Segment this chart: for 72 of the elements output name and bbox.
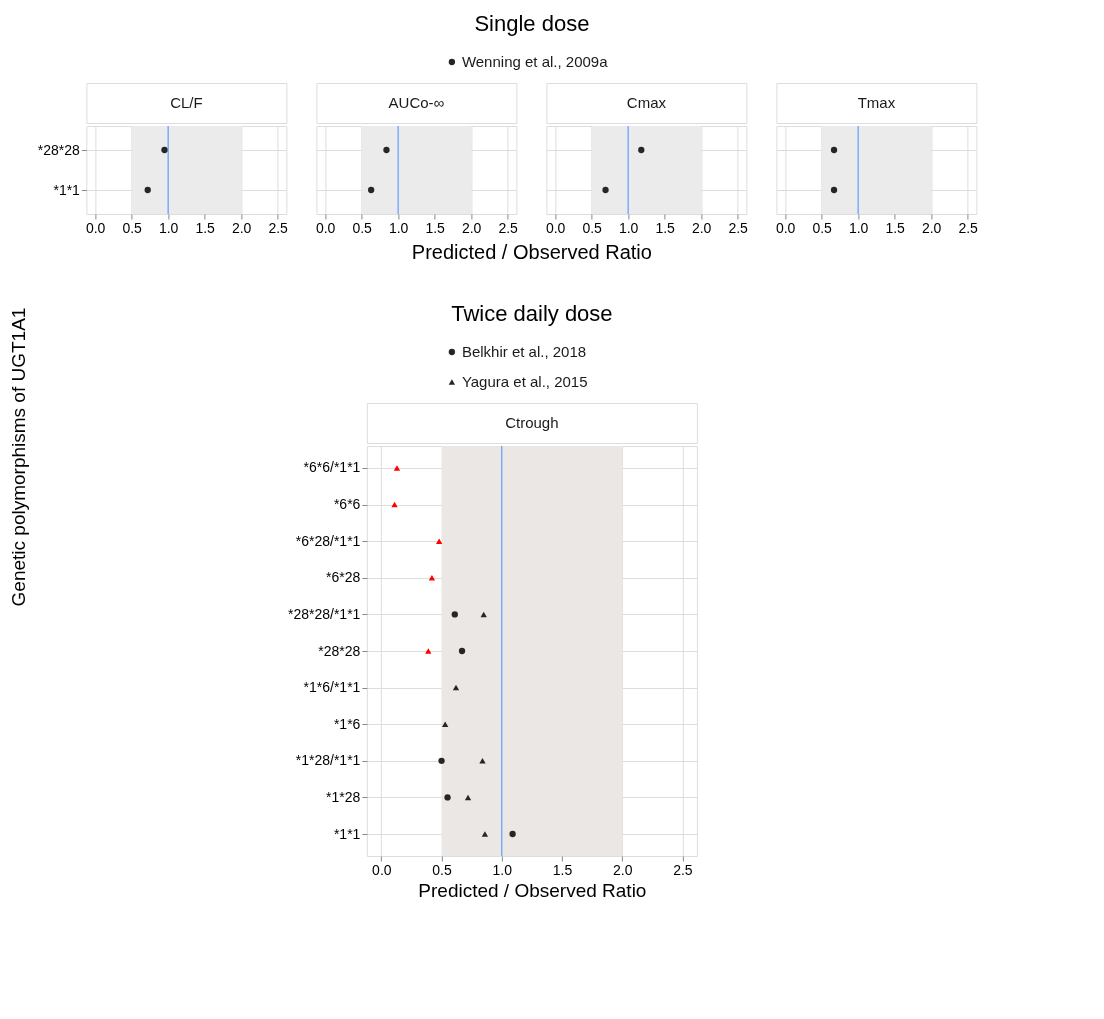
y-tick-label: *1*1 bbox=[53, 181, 81, 198]
x-tick-label: 0.0 bbox=[372, 861, 392, 878]
x-tick-label: 1.0 bbox=[158, 219, 179, 236]
point bbox=[509, 830, 516, 838]
legend-label: Belkhir et al., 2018 bbox=[461, 343, 587, 360]
point bbox=[458, 647, 466, 655]
y-tick-label: *28*28/*1*1 bbox=[287, 605, 361, 622]
point bbox=[391, 501, 398, 508]
point bbox=[442, 721, 449, 727]
chart-title: Cmax bbox=[626, 94, 667, 111]
x-tick-label: 2.5 bbox=[728, 219, 749, 236]
x-tick-label: 1.5 bbox=[655, 219, 676, 236]
point bbox=[480, 611, 487, 618]
point bbox=[428, 575, 436, 581]
point bbox=[479, 758, 486, 764]
x-tick-label: 1.5 bbox=[552, 861, 573, 878]
x-tick-label: 2.0 bbox=[461, 219, 482, 236]
chart-title: AUCo-∞ bbox=[388, 94, 445, 111]
y-tick-label: *6*6 bbox=[333, 496, 361, 513]
x-tick-label: 0.5 bbox=[432, 861, 452, 878]
x-tick-label: 2.5 bbox=[498, 219, 519, 236]
point bbox=[451, 611, 458, 618]
y-tick-label: *28*28 bbox=[318, 642, 361, 659]
y-tick-label: *6*28/*1*1 bbox=[295, 532, 361, 549]
x-tick-label: 1.5 bbox=[885, 219, 906, 236]
x-tick-label: 0.0 bbox=[315, 219, 336, 236]
y-tick-label: *1*6/*1*1 bbox=[303, 679, 361, 696]
x-tick-label: 0.5 bbox=[582, 219, 603, 236]
point bbox=[452, 684, 460, 691]
point bbox=[481, 831, 489, 837]
x-tick-label: 0.5 bbox=[352, 219, 373, 236]
x-axis-title: Predicted / Observed Ratio bbox=[411, 241, 652, 263]
x-tick-label: 2.0 bbox=[691, 219, 712, 236]
x-tick-label: 1.0 bbox=[388, 219, 409, 236]
x-tick-label: 2.5 bbox=[268, 219, 289, 236]
y-tick-label: *1*6 bbox=[333, 715, 361, 732]
point bbox=[464, 794, 472, 801]
y-tick-label: *1*1 bbox=[333, 825, 361, 842]
x-axis-title: Predicted / Observed Ratio bbox=[418, 879, 647, 901]
chart-title: CL/F bbox=[170, 94, 203, 111]
x-tick-label: 0.5 bbox=[122, 219, 143, 236]
x-tick-label: 2.5 bbox=[673, 861, 693, 878]
y-axis-title: Genetic polymorphisms of UGT1A1 bbox=[8, 307, 29, 607]
point bbox=[438, 757, 445, 764]
x-tick-label: 2.0 bbox=[921, 219, 942, 236]
y-tick-label: *1*28 bbox=[326, 788, 361, 805]
y-tick-label: *6*6/*1*1 bbox=[303, 459, 361, 476]
y-tick-label: *28*28 bbox=[37, 141, 81, 158]
point bbox=[435, 538, 443, 544]
x-tick-label: 1.0 bbox=[492, 861, 513, 878]
chart-title: Tmax bbox=[857, 94, 896, 111]
chart-title: Ctrough bbox=[505, 414, 559, 431]
x-tick-label: 2.0 bbox=[612, 861, 633, 878]
legend-label: Yagura et al., 2015 bbox=[461, 373, 588, 390]
legend-label: Wenning et al., 2009a bbox=[461, 53, 609, 70]
x-tick-label: 1.5 bbox=[195, 219, 216, 236]
x-tick-label: 1.5 bbox=[425, 219, 446, 236]
x-tick-label: 0.5 bbox=[812, 219, 833, 236]
x-tick-label: 1.0 bbox=[618, 219, 639, 236]
x-tick-label: 2.0 bbox=[231, 219, 252, 236]
x-tick-label: 2.5 bbox=[958, 219, 979, 236]
x-tick-label: 0.0 bbox=[775, 219, 796, 236]
text: Single dose bbox=[474, 11, 590, 36]
point bbox=[444, 794, 451, 801]
point bbox=[425, 648, 432, 654]
point bbox=[393, 465, 401, 471]
x-tick-label: 0.0 bbox=[85, 219, 106, 236]
x-tick-label: 1.0 bbox=[848, 219, 869, 236]
y-tick-label: *1*28/*1*1 bbox=[295, 752, 361, 769]
y-tick-label: *6*28 bbox=[326, 569, 361, 586]
text: Twice daily dose bbox=[451, 301, 613, 326]
x-tick-label: 0.0 bbox=[545, 219, 566, 236]
